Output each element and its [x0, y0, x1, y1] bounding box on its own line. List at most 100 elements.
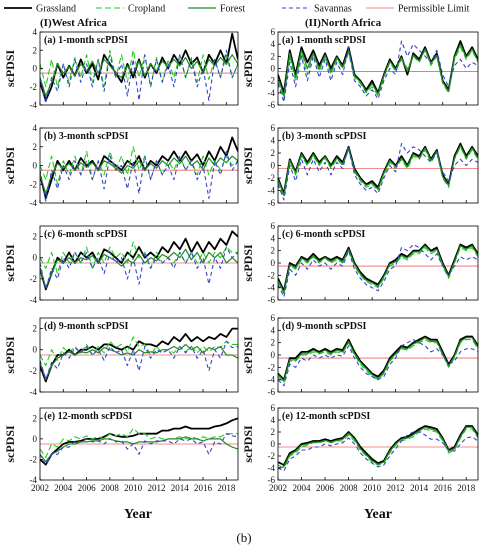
panel-title: (d) 9-month scPDSI	[282, 321, 367, 332]
plot-frame	[39, 225, 239, 301]
y-tick-label: 2	[33, 142, 38, 152]
series-line-cropland	[278, 146, 478, 198]
y-tick-label: -4	[268, 186, 276, 196]
x-tick-label: 2016	[434, 483, 453, 493]
y-tick-label: 4	[271, 233, 276, 243]
series-line-savannas	[40, 433, 238, 466]
x-tick-label: 2008	[101, 483, 120, 493]
plot-frame	[39, 407, 239, 481]
y-tick-label: 2	[271, 427, 276, 437]
column-title-north-africa: (II)North Africa	[305, 17, 382, 29]
y-tick-label: 0	[271, 64, 276, 74]
y-tick-label: 2	[33, 45, 38, 55]
panel-title: (a) 1-month scPDSI	[44, 35, 128, 46]
series-line-forest	[278, 426, 478, 469]
y-axis-label: scPDSI	[3, 425, 17, 463]
legend-label: Savannas	[314, 4, 352, 15]
series-line-savannas	[278, 431, 478, 472]
y-tick-label: -4	[268, 375, 276, 385]
x-tick-label: 2014	[171, 483, 190, 493]
y-axis-label: scPDSI	[241, 244, 255, 282]
y-tick-label: -4	[30, 295, 38, 305]
series-line-savannas	[278, 243, 478, 298]
series-line-savannas	[40, 246, 238, 290]
legend-label: Grassland	[36, 4, 76, 15]
y-tick-label: 6	[271, 403, 276, 413]
series-line-savannas	[278, 40, 478, 103]
panel-title: (b) 3-month scPDSI	[44, 131, 129, 142]
chart-panel: -6 -4 -2 0 2 4 6 (a) 1-month scPDSI scPDSI	[241, 27, 479, 110]
y-tick-label: -2	[30, 366, 38, 376]
legend-label: Permissible Limit	[398, 4, 470, 15]
y-tick-label: -2	[268, 173, 276, 183]
series-line-savannas	[278, 143, 478, 201]
y-tick-label: 2	[271, 148, 276, 158]
y-tick-label: 2	[33, 324, 38, 334]
y-tick-label: 0	[271, 161, 276, 171]
x-tick-label: 2006	[78, 483, 97, 493]
panels: -4 -2 0 2 4 (a) 1-month scPDSI scPDSI -6 -4 -2 0 2 4…	[3, 27, 479, 493]
legend-label: Forest	[220, 4, 245, 15]
y-tick-label: -6	[268, 295, 276, 305]
y-tick-label: 2	[271, 246, 276, 256]
y-axis-label: scPDSI	[3, 147, 17, 185]
y-tick-label: -6	[268, 475, 276, 485]
y-tick-label: -6	[268, 100, 276, 110]
legend-label: Cropland	[128, 4, 165, 15]
y-tick-label: -4	[30, 198, 38, 208]
series-line-grassland	[40, 327, 238, 383]
series-line-cropland	[40, 336, 238, 367]
y-axis-label: scPDSI	[241, 147, 255, 185]
y-tick-label: -4	[30, 100, 38, 110]
y-axis-label: scPDSI	[3, 336, 17, 374]
x-axis-label-right: Year	[364, 507, 392, 522]
series-line-forest	[40, 54, 238, 97]
series-line-savannas	[40, 49, 238, 104]
x-tick-label: 2008	[340, 483, 359, 493]
y-tick-label: 0	[33, 64, 38, 74]
y-tick-label: -4	[268, 283, 276, 293]
y-tick-label: 2	[271, 51, 276, 61]
y-tick-label: 0	[33, 434, 38, 444]
series-line-forest	[278, 245, 478, 294]
x-tick-label: 2010	[124, 483, 143, 493]
y-tick-label: 6	[271, 123, 276, 133]
series-line-grassland	[278, 142, 478, 195]
x-tick-label: 2002	[31, 483, 49, 493]
series-line-savannas	[40, 150, 238, 202]
x-axis-label-left: Year	[124, 507, 152, 522]
y-tick-label: -2	[30, 454, 38, 464]
y-axis-label: scPDSI	[3, 50, 17, 88]
chart-panel: -4 -2 0 2 4 (b) 3-month scPDSI scPDSI	[3, 123, 239, 208]
x-tick-label: 2014	[410, 483, 429, 493]
series-line-grassland	[278, 243, 478, 292]
chart-panel: -4 -2 0 2 2002 2004 2006 2008 2010 2012 2014 2016 20…	[3, 407, 239, 493]
chart-panel: -4 -2 0 2 4 (a) 1-month scPDSI scPDSI	[3, 27, 239, 110]
x-tick-label: 2010	[363, 483, 382, 493]
y-tick-label: 0	[33, 253, 38, 263]
series-line-cropland	[278, 46, 478, 100]
x-tick-label: 2018	[457, 483, 476, 493]
y-tick-label: -2	[30, 274, 38, 284]
series-line-cropland	[278, 247, 478, 295]
plot-frame	[39, 317, 239, 393]
panel-title: (c) 6-month scPDSI	[282, 229, 365, 240]
panel-title: (d) 9-month scPDSI	[44, 321, 129, 332]
y-tick-label: 2	[33, 413, 38, 423]
y-tick-label: -2	[268, 76, 276, 86]
y-tick-label: -2	[268, 451, 276, 461]
chart-panel: -6 -4 -2 0 2 4 6 2002 2004 2006 2008 2010 2012 2014 20…	[241, 403, 479, 493]
series-line-forest	[278, 144, 478, 197]
y-tick-label: 0	[33, 345, 38, 355]
y-tick-label: 6	[271, 27, 276, 37]
y-axis-label: scPDSI	[241, 336, 255, 374]
y-tick-label: 2	[33, 232, 38, 242]
y-tick-label: -2	[268, 270, 276, 280]
y-tick-label: 0	[271, 350, 276, 360]
y-axis-label: scPDSI	[3, 244, 17, 282]
y-tick-label: -4	[30, 475, 38, 485]
y-tick-label: -6	[268, 387, 276, 397]
series-line-forest	[40, 248, 238, 288]
x-tick-label: 2004	[54, 483, 73, 493]
